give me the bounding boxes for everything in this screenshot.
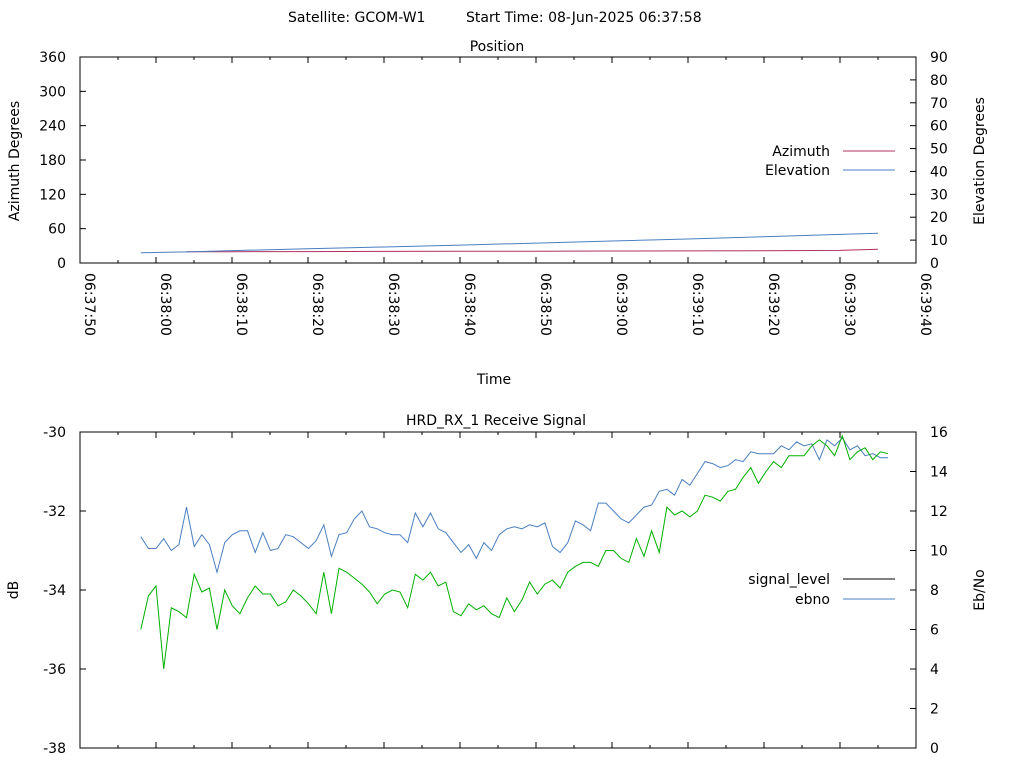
position-x-tick-label: 06:39:30 xyxy=(841,273,857,336)
db-tick-label: -36 xyxy=(43,662,66,678)
legend-label-elevation: Elevation xyxy=(765,163,830,179)
db-axis-label: dB xyxy=(6,581,22,600)
ebno-tick-label: 4 xyxy=(930,662,939,678)
ebno-tick-label: 14 xyxy=(930,465,948,481)
satellite-label: Satellite: GCOM-W1 xyxy=(288,10,425,26)
ebno-tick-label: 8 xyxy=(930,583,939,599)
ebno-tick-label: 6 xyxy=(930,623,939,639)
position-x-tick-label: 06:39:40 xyxy=(917,273,933,336)
azimuth-tick-label: 120 xyxy=(39,187,66,203)
azimuth-tick-label: 180 xyxy=(39,153,66,169)
series-line-ebno xyxy=(140,437,888,575)
elevation-tick-label: 50 xyxy=(930,142,948,158)
db-tick-label: -32 xyxy=(43,504,66,520)
ebno-tick-label: 0 xyxy=(930,741,939,757)
db-tick-label: -30 xyxy=(43,425,66,441)
ebno-tick-label: 16 xyxy=(930,425,948,441)
elevation-axis-label: Elevation Degrees xyxy=(972,97,988,225)
elevation-tick-label: 0 xyxy=(930,256,939,272)
ebno-tick-label: 12 xyxy=(930,504,948,520)
azimuth-tick-label: 360 xyxy=(39,50,66,66)
legend-label-ebno: ebno xyxy=(795,592,830,608)
position-x-tick-label: 06:38:40 xyxy=(461,273,477,336)
azimuth-axis-label: Azimuth Degrees xyxy=(7,101,23,221)
position-x-tick-label: 06:38:20 xyxy=(309,273,325,336)
position-x-tick-label: 06:39:10 xyxy=(689,273,705,336)
position-x-tick-label: 06:39:00 xyxy=(613,273,629,336)
position-x-tick-label: 06:38:50 xyxy=(537,273,553,336)
position-x-tick-label: 06:39:20 xyxy=(765,273,781,336)
azimuth-tick-label: 60 xyxy=(48,222,66,238)
legend-label-signal-level: signal_level xyxy=(748,572,830,588)
receive-signal-legend: signal_level ebno xyxy=(748,572,895,608)
elevation-tick-label: 40 xyxy=(930,164,948,180)
ebno-tick-label: 2 xyxy=(930,702,939,718)
db-tick-label: -38 xyxy=(43,741,66,757)
db-tick-label: -34 xyxy=(43,583,66,599)
position-x-tick-label: 06:38:30 xyxy=(385,273,401,336)
position-x-axis-label: Time xyxy=(476,372,511,388)
position-chart: Position Time Azimuth Degrees Elevation … xyxy=(7,39,988,388)
series-line-elevation xyxy=(140,232,879,254)
elevation-tick-label: 70 xyxy=(930,96,948,112)
position-plot-frame xyxy=(79,56,917,264)
elevation-tick-label: 90 xyxy=(930,50,948,66)
position-x-tick-label: 06:38:10 xyxy=(233,273,249,336)
receive-signal-chart-title: HRD_RX_1 Receive Signal xyxy=(406,413,586,429)
receive-signal-chart: HRD_RX_1 Receive Signal dB Eb/No -30 -32 -… xyxy=(6,413,988,757)
elevation-tick-label: 80 xyxy=(930,73,948,89)
position-x-tick-label: 06:37:50 xyxy=(81,273,97,336)
elevation-tick-label: 30 xyxy=(930,187,948,203)
series-line-azimuth xyxy=(186,248,879,253)
ebno-axis-label: Eb/No xyxy=(972,569,988,611)
start-time-label: Start Time: 08-Jun-2025 06:37:58 xyxy=(466,10,702,26)
azimuth-tick-label: 300 xyxy=(39,84,66,100)
azimuth-tick-label: 240 xyxy=(39,119,66,135)
elevation-tick-label: 20 xyxy=(930,210,948,226)
series-line-ebno-trace xyxy=(140,434,889,670)
position-chart-title: Position xyxy=(470,39,525,55)
elevation-tick-label: 60 xyxy=(930,119,948,135)
legend-label-azimuth: Azimuth xyxy=(772,144,830,160)
elevation-tick-label: 10 xyxy=(930,233,948,249)
azimuth-tick-label: 0 xyxy=(57,256,66,272)
ebno-tick-label: 10 xyxy=(930,544,948,560)
position-legend: Azimuth Elevation xyxy=(765,144,895,179)
position-x-tick-label: 06:38:00 xyxy=(157,273,173,336)
